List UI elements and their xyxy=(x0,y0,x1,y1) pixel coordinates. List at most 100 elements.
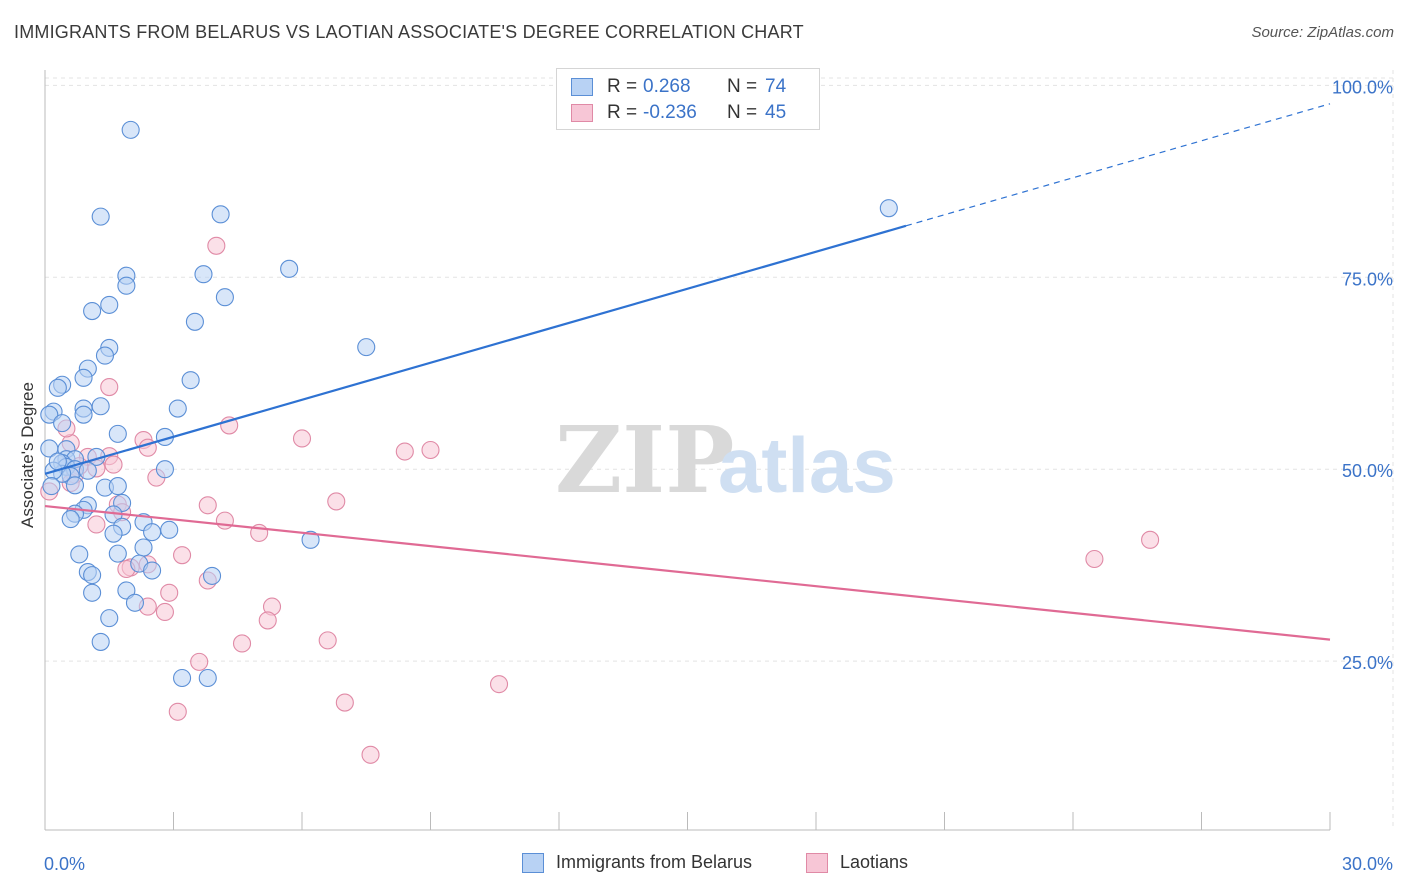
belarus-point xyxy=(91,207,110,226)
belarus-point xyxy=(173,668,192,688)
laotians-point xyxy=(318,631,337,650)
legend-r-label: R = xyxy=(607,102,638,123)
x-tick-label: 30.0% xyxy=(1342,854,1393,874)
belarus-point xyxy=(198,668,217,688)
watermark-zip: ZIP xyxy=(555,406,734,514)
belarus-point xyxy=(83,566,102,585)
belarus-point xyxy=(83,583,102,602)
laotians-point xyxy=(198,496,217,515)
laotians-point xyxy=(173,546,192,565)
belarus-point xyxy=(100,609,119,628)
laotians-point xyxy=(215,511,234,530)
laotians-point xyxy=(421,440,440,460)
belarus-point xyxy=(121,120,140,139)
belarus-point xyxy=(211,205,230,224)
source-note: Source: ZipAtlas.com xyxy=(1251,24,1394,41)
chart-title: IMMIGRANTS FROM BELARUS VS LAOTIAN ASSOC… xyxy=(14,22,804,42)
y-axis-label: Associate's Degree xyxy=(18,382,37,528)
belarus-point xyxy=(301,530,320,549)
laotians-trend-line xyxy=(44,504,1331,641)
belarus-point xyxy=(143,561,162,580)
laotians-point xyxy=(258,611,277,630)
belarus-point xyxy=(74,405,93,424)
belarus-points xyxy=(40,120,898,688)
belarus-point xyxy=(879,199,898,218)
belarus-point xyxy=(104,524,123,543)
belarus-point xyxy=(357,338,376,357)
belarus-trend-extension xyxy=(905,103,1331,227)
legend-swatch-blue xyxy=(571,78,593,96)
belarus-point xyxy=(42,477,61,496)
watermark-atlas: atlas xyxy=(718,421,896,509)
x-tick-label: 0.0% xyxy=(44,854,85,874)
belarus-point xyxy=(117,276,136,295)
belarus-trend-line xyxy=(44,224,907,475)
laotians-point xyxy=(292,429,312,448)
legend-label-laotians: Laotians xyxy=(840,852,909,872)
laotians-point xyxy=(168,702,187,721)
legend-swatch-pink xyxy=(806,852,828,873)
belarus-point xyxy=(100,295,119,314)
laotians-point xyxy=(160,583,179,602)
legend-row-belarus: R = 0.268 N = 74 xyxy=(571,75,786,99)
belarus-point xyxy=(215,288,234,307)
legend-row-laotians: R = -0.236 N = 45 xyxy=(571,101,786,125)
correlation-legend: R = 0.268 N = 74 R = -0.236 N = 45 xyxy=(556,68,820,130)
legend-item-belarus[interactable]: Immigrants from Belarus xyxy=(522,852,752,873)
belarus-point xyxy=(95,346,115,365)
legend-n-value: 74 xyxy=(765,76,787,97)
belarus-point xyxy=(125,593,144,612)
legend-r-value: -0.236 xyxy=(643,102,697,123)
belarus-point xyxy=(181,371,200,390)
laotians-point xyxy=(1085,549,1104,569)
belarus-point xyxy=(91,397,110,416)
y-tick-label: 50.0% xyxy=(1342,461,1393,481)
trend-lines xyxy=(44,103,1331,641)
legend-n-label: N = xyxy=(727,102,758,123)
laotians-point xyxy=(327,492,346,511)
y-tick-label: 100.0% xyxy=(1332,77,1393,97)
belarus-point xyxy=(134,538,153,557)
laotians-point xyxy=(489,675,509,694)
belarus-point xyxy=(83,302,102,321)
watermark: ZIP atlas xyxy=(555,406,896,514)
belarus-point xyxy=(53,414,72,433)
legend-r-label: R = xyxy=(607,76,638,97)
legend-item-laotians[interactable]: Laotians xyxy=(806,852,908,873)
legend-r-value: 0.268 xyxy=(643,76,691,97)
legend-swatch-blue xyxy=(522,852,544,873)
belarus-point xyxy=(91,632,110,651)
belarus-point xyxy=(108,544,127,563)
laotians-point xyxy=(1141,530,1160,549)
belarus-point xyxy=(185,312,204,331)
belarus-point xyxy=(143,523,162,542)
belarus-point xyxy=(194,265,213,284)
belarus-point xyxy=(160,520,179,539)
belarus-point xyxy=(65,476,85,495)
belarus-point xyxy=(70,545,89,564)
belarus-point xyxy=(48,378,67,397)
belarus-point xyxy=(78,461,97,480)
legend-n-value: 45 xyxy=(765,102,787,123)
laotians-point xyxy=(335,693,354,712)
laotians-point xyxy=(104,455,123,474)
laotians-point xyxy=(190,652,209,671)
tick-labels: 25.0% 50.0% 75.0% 100.0% 0.0% 30.0% xyxy=(44,77,1393,874)
laotians-point xyxy=(395,442,414,461)
laotians-point xyxy=(232,634,252,653)
laotians-point xyxy=(100,378,119,397)
legend-n-label: N = xyxy=(727,76,758,97)
belarus-point xyxy=(203,566,222,585)
belarus-point xyxy=(108,424,127,443)
belarus-point xyxy=(280,259,299,278)
laotians-point xyxy=(87,515,106,534)
belarus-point xyxy=(74,368,93,387)
laotians-point xyxy=(361,745,380,764)
laotians-point xyxy=(207,236,226,255)
legend-swatch-pink xyxy=(571,104,593,122)
legend-label-belarus: Immigrants from Belarus xyxy=(556,852,753,872)
laotians-point xyxy=(155,602,174,622)
belarus-point xyxy=(168,399,187,418)
belarus-point xyxy=(40,405,59,424)
